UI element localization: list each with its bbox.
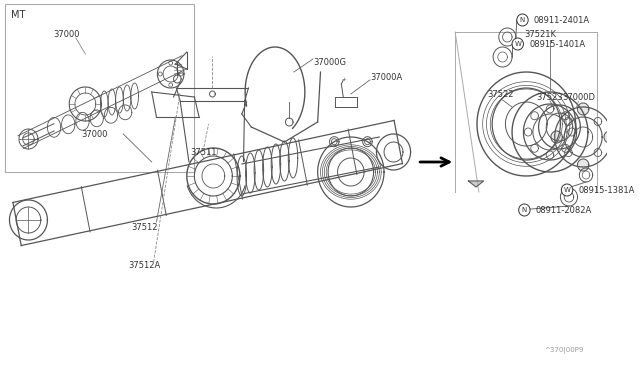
Text: 37000D: 37000D — [562, 93, 595, 102]
Text: 37512: 37512 — [131, 222, 157, 231]
Text: 08911-2082A: 08911-2082A — [536, 205, 592, 215]
Text: 37000G: 37000G — [313, 58, 346, 67]
Text: 08915-1401A: 08915-1401A — [529, 39, 585, 48]
Circle shape — [516, 14, 528, 26]
Text: ^370|00P9: ^370|00P9 — [544, 347, 583, 354]
Polygon shape — [604, 131, 616, 143]
Text: 37522: 37522 — [488, 90, 514, 99]
Polygon shape — [332, 139, 337, 145]
Text: W: W — [515, 41, 521, 47]
Text: 37000: 37000 — [53, 29, 79, 38]
Circle shape — [561, 184, 573, 196]
Polygon shape — [551, 131, 563, 143]
Bar — [4, 4, 195, 172]
Text: 08915-1381A: 08915-1381A — [579, 186, 635, 195]
Text: N: N — [522, 207, 527, 213]
Text: 37511: 37511 — [191, 148, 217, 157]
Polygon shape — [468, 181, 484, 187]
Text: 08911-2401A: 08911-2401A — [534, 16, 590, 25]
Polygon shape — [577, 159, 589, 171]
Circle shape — [512, 38, 524, 50]
Text: 37000: 37000 — [81, 129, 108, 138]
Text: 37523: 37523 — [537, 93, 563, 102]
Text: +: + — [341, 77, 346, 81]
Polygon shape — [365, 139, 371, 145]
Text: 37521K: 37521K — [525, 29, 557, 38]
Circle shape — [518, 204, 530, 216]
Polygon shape — [577, 103, 589, 115]
Text: 37512A: 37512A — [128, 260, 160, 269]
Text: N: N — [520, 17, 525, 23]
Text: 37000A: 37000A — [370, 73, 402, 81]
Text: MT: MT — [12, 10, 26, 20]
Text: W: W — [564, 187, 570, 193]
